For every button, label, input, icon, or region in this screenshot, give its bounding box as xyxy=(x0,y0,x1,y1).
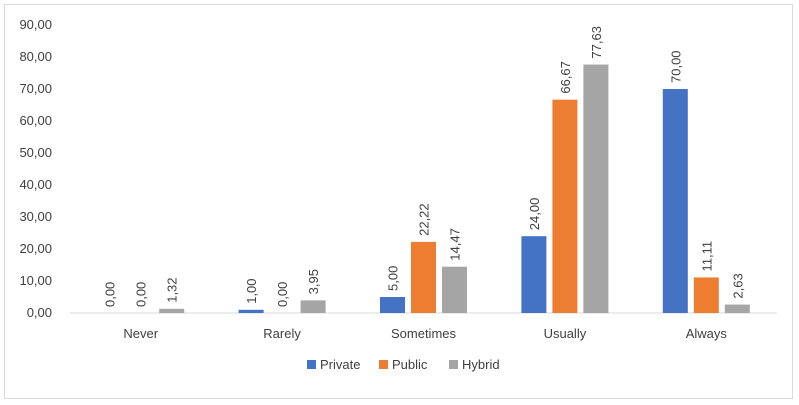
x-category-label: Rarely xyxy=(263,326,301,341)
data-label: 3,95 xyxy=(306,269,321,294)
data-label: 0,00 xyxy=(103,282,118,307)
data-label: 5,00 xyxy=(386,266,401,291)
y-tick-label: 30,00 xyxy=(19,209,52,224)
x-category-label: Usually xyxy=(544,326,587,341)
legend-label: Private xyxy=(320,357,360,372)
data-label: 24,00 xyxy=(527,198,542,231)
data-label: 0,00 xyxy=(275,282,290,307)
bar-hybrid-sometimes xyxy=(442,266,467,313)
bar-hybrid-rarely xyxy=(300,300,326,313)
data-label: 66,67 xyxy=(558,61,573,94)
y-tick-label: 0,00 xyxy=(27,305,52,320)
y-tick-label: 40,00 xyxy=(19,177,52,192)
data-label: 0,00 xyxy=(134,282,149,307)
y-tick-label: 90,00 xyxy=(19,17,52,32)
data-label: 70,00 xyxy=(668,50,683,83)
x-category-label: Always xyxy=(686,326,728,341)
x-category-label: Sometimes xyxy=(391,326,457,341)
y-tick-label: 20,00 xyxy=(19,241,52,256)
legend-swatch xyxy=(379,360,388,369)
data-label: 14,47 xyxy=(448,228,463,261)
bar-private-always xyxy=(662,89,688,313)
y-tick-label: 50,00 xyxy=(19,145,52,160)
bar-public-always xyxy=(693,277,719,313)
data-label: 22,22 xyxy=(417,203,432,236)
y-tick-label: 70,00 xyxy=(19,81,52,96)
y-tick-label: 10,00 xyxy=(19,273,52,288)
legend-label: Hybrid xyxy=(462,357,500,372)
bar-public-sometimes xyxy=(411,241,436,313)
bar-private-usually xyxy=(521,236,547,313)
bar-public-usually xyxy=(552,99,578,313)
legend-swatch xyxy=(307,360,316,369)
bar-hybrid-always xyxy=(724,304,750,313)
bar-hybrid-usually xyxy=(583,64,609,313)
legend-label: Public xyxy=(392,357,428,372)
bar-hybrid-never xyxy=(159,308,185,313)
data-label: 1,32 xyxy=(165,277,180,302)
data-label: 11,11 xyxy=(699,241,714,272)
data-label: 1,00 xyxy=(244,278,259,303)
y-tick-label: 60,00 xyxy=(19,113,52,128)
data-label: 77,63 xyxy=(589,26,604,59)
y-tick-label: 80,00 xyxy=(19,49,52,64)
legend-swatch xyxy=(449,360,458,369)
data-label: 2,63 xyxy=(730,273,745,298)
bar-private-rarely xyxy=(238,309,264,313)
x-category-label: Never xyxy=(123,326,158,341)
chart-frame xyxy=(4,4,793,399)
bar-private-sometimes xyxy=(380,297,405,313)
